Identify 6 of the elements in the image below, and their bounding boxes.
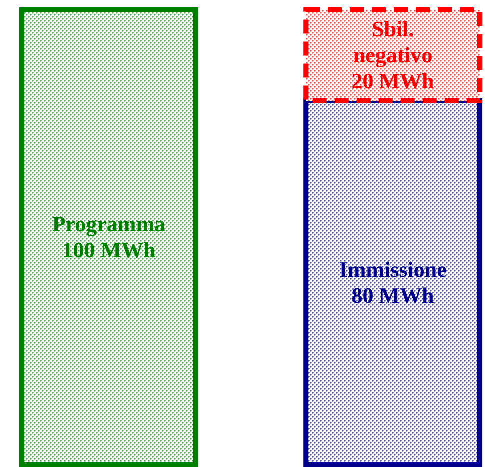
series-label: Sbil. negativo — [353, 16, 433, 68]
series-label: Immissione — [339, 257, 448, 282]
series-label: Programma — [52, 212, 166, 236]
data-label: 80 MWh — [352, 283, 434, 308]
data-label: 20 MWh — [352, 68, 434, 94]
data-label: 100 MWh — [62, 238, 156, 262]
